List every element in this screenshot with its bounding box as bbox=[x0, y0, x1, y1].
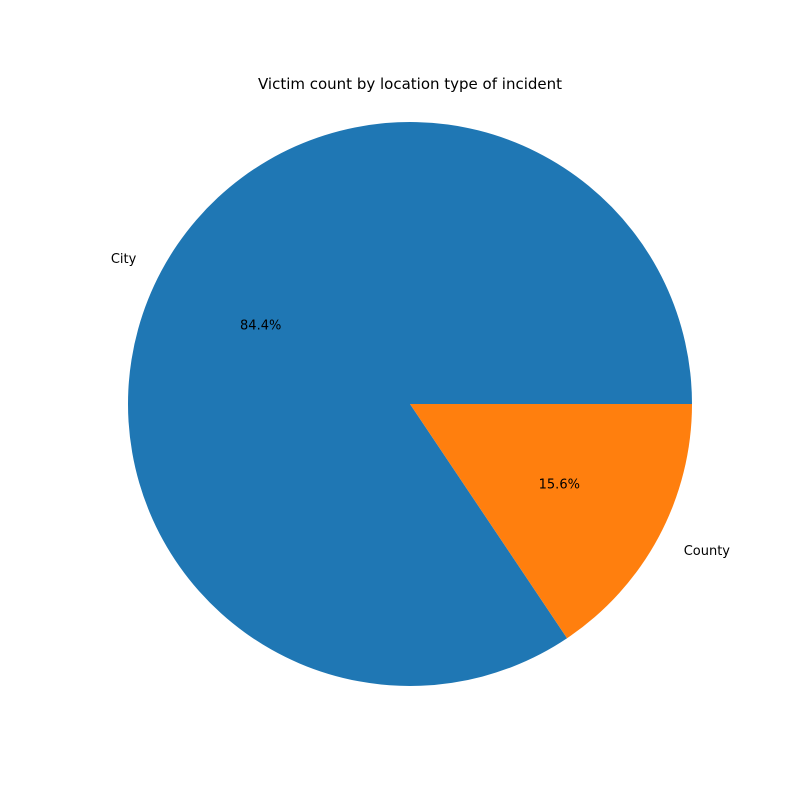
pie-slice-city bbox=[127, 122, 692, 687]
slice-label-county: County bbox=[684, 544, 731, 559]
pie-labels: City 84.4% County 15.6% bbox=[111, 252, 730, 559]
chart-title: Victim count by location type of inciden… bbox=[258, 75, 562, 93]
slice-percent-city: 84.4% bbox=[240, 318, 281, 333]
pie-slices bbox=[127, 122, 692, 687]
pie-slice-county bbox=[410, 404, 692, 639]
slice-label-city: City bbox=[111, 252, 137, 267]
slice-percent-county: 15.6% bbox=[539, 478, 580, 493]
